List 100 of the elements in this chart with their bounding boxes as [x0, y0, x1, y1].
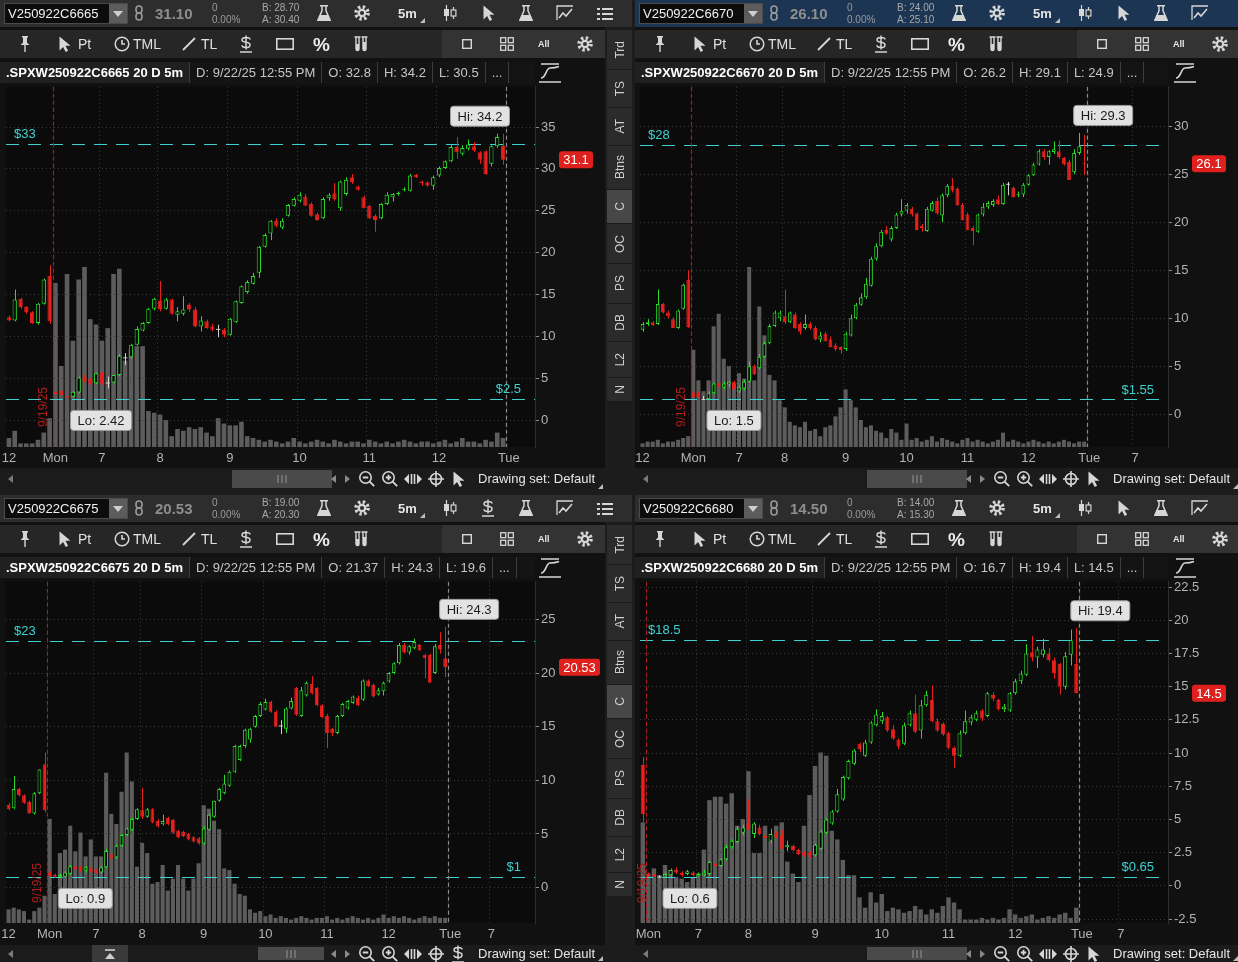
text: All: [538, 534, 550, 544]
x-tick-label: 12: [1, 925, 16, 941]
ref-line-label: $1: [506, 858, 521, 874]
annotation: Hi: 24.3: [446, 601, 492, 617]
text: All: [1173, 39, 1185, 49]
text: A: 25.10: [897, 14, 935, 25]
chart-title: .SPXW250922C6680 20 D 5m: [635, 557, 826, 578]
candlestick: [1067, 159, 1071, 181]
x-tick-label: 11: [320, 925, 334, 941]
candlestick: [985, 691, 990, 718]
text: Pt: [78, 531, 92, 547]
x-tick-label: 11: [362, 449, 377, 465]
text: 5m: [398, 6, 417, 21]
y-tick-label: 30: [1174, 117, 1189, 133]
bar: [1066, 441, 1072, 447]
candlestick: [864, 277, 868, 300]
text: TML: [768, 531, 796, 547]
text: B: 24.00: [897, 2, 935, 13]
text: D: 9/22/25 12:55 PM: [825, 62, 958, 83]
text: ...: [485, 62, 510, 83]
x-tick-label: 8: [156, 449, 164, 465]
text: O: 16.7: [957, 557, 1013, 578]
candlestick: [929, 684, 934, 724]
x-tick-label: 7: [92, 925, 100, 941]
x-tick-label: 7: [694, 925, 702, 941]
text: Pt: [713, 531, 727, 547]
x-tick-label: 7: [487, 925, 495, 941]
candlestick: [443, 626, 448, 678]
x-tick-label: 9: [200, 925, 208, 941]
candlestick: [37, 769, 42, 795]
text: 5m: [1033, 6, 1052, 21]
text: H: 19.4: [1012, 557, 1068, 578]
candlestick: [846, 759, 851, 781]
text: A: 20.30: [262, 509, 300, 520]
candlestick: [957, 729, 962, 758]
y-tick-label: 12.5: [1174, 711, 1200, 727]
candlestick: [325, 713, 329, 749]
text: Drawing set: Default: [478, 946, 596, 961]
y-tick-label: 5: [541, 825, 549, 841]
text: 20.53: [155, 500, 193, 517]
x-tick-label: Mon: [680, 449, 706, 465]
text: H: 29.1: [1012, 62, 1068, 83]
x-tick-label: 7: [735, 449, 743, 465]
annotation: Lo: 2.42: [77, 413, 125, 428]
ref-line-label: 9/19/25: [35, 386, 50, 427]
text: 5m: [398, 501, 417, 516]
text: 0.00%: [847, 509, 876, 520]
text: TS: [612, 575, 627, 592]
text: TL: [201, 36, 218, 52]
y-tick-label: 7.5: [1174, 777, 1193, 793]
x-tick-label: 10: [874, 925, 889, 941]
x-tick-label: Tue: [439, 925, 462, 941]
ref-line-label: $1.55: [1121, 381, 1154, 397]
text: OC: [612, 729, 627, 748]
text: L: 30.5: [432, 62, 486, 83]
candlestick: [963, 710, 968, 735]
x-tick-label: 8: [781, 449, 789, 465]
text: D: 9/22/25 12:55 PM: [825, 557, 958, 578]
text: C: [612, 202, 627, 211]
candlestick: [454, 136, 459, 160]
text: %: [948, 529, 965, 550]
text: B: 19.00: [262, 497, 300, 508]
candlestick: [397, 642, 401, 665]
text: TML: [133, 531, 161, 547]
text: D: 9/22/25 12:55 PM: [190, 557, 323, 578]
text: Btns: [612, 155, 627, 180]
x-tick-label: Tue: [497, 449, 520, 465]
x-tick-label: 12: [1007, 925, 1023, 941]
y-tick-label: 25: [541, 610, 556, 626]
text: D: 9/22/25 12:55 PM: [190, 62, 323, 83]
ref-line-label: 9/19/25: [30, 862, 45, 903]
text: L2: [612, 847, 627, 862]
bar: [1000, 432, 1006, 447]
text: AT: [612, 119, 627, 134]
y-tick-label: 35: [541, 118, 556, 134]
candlestick: [1057, 662, 1062, 696]
text: TL: [836, 36, 853, 52]
y-tick-label: 5: [541, 369, 549, 385]
text: 5m: [1033, 501, 1052, 516]
ref-line-label: $23: [14, 622, 36, 638]
x-tick-label: Tue: [1070, 925, 1093, 941]
text: Pt: [78, 36, 92, 52]
text: N: [612, 385, 627, 394]
text: Trd: [612, 535, 627, 554]
text: A: 30.40: [262, 14, 300, 25]
text: C: [612, 697, 627, 706]
candlestick: [268, 219, 273, 241]
candlestick: [746, 799, 751, 831]
text: ...: [492, 557, 517, 578]
text: H: 34.2: [377, 62, 433, 83]
candlestick: [1006, 181, 1010, 196]
text: Drawing set: Default: [478, 471, 596, 486]
y-tick-label: 15: [1174, 678, 1189, 694]
candlestick: [239, 284, 244, 305]
x-tick-label: 12: [1, 449, 17, 465]
y-tick-label: 10: [1174, 744, 1189, 760]
candlestick: [41, 278, 46, 306]
text: DB: [612, 314, 627, 331]
candlestick: [840, 775, 845, 802]
text: 20.53: [563, 659, 596, 675]
